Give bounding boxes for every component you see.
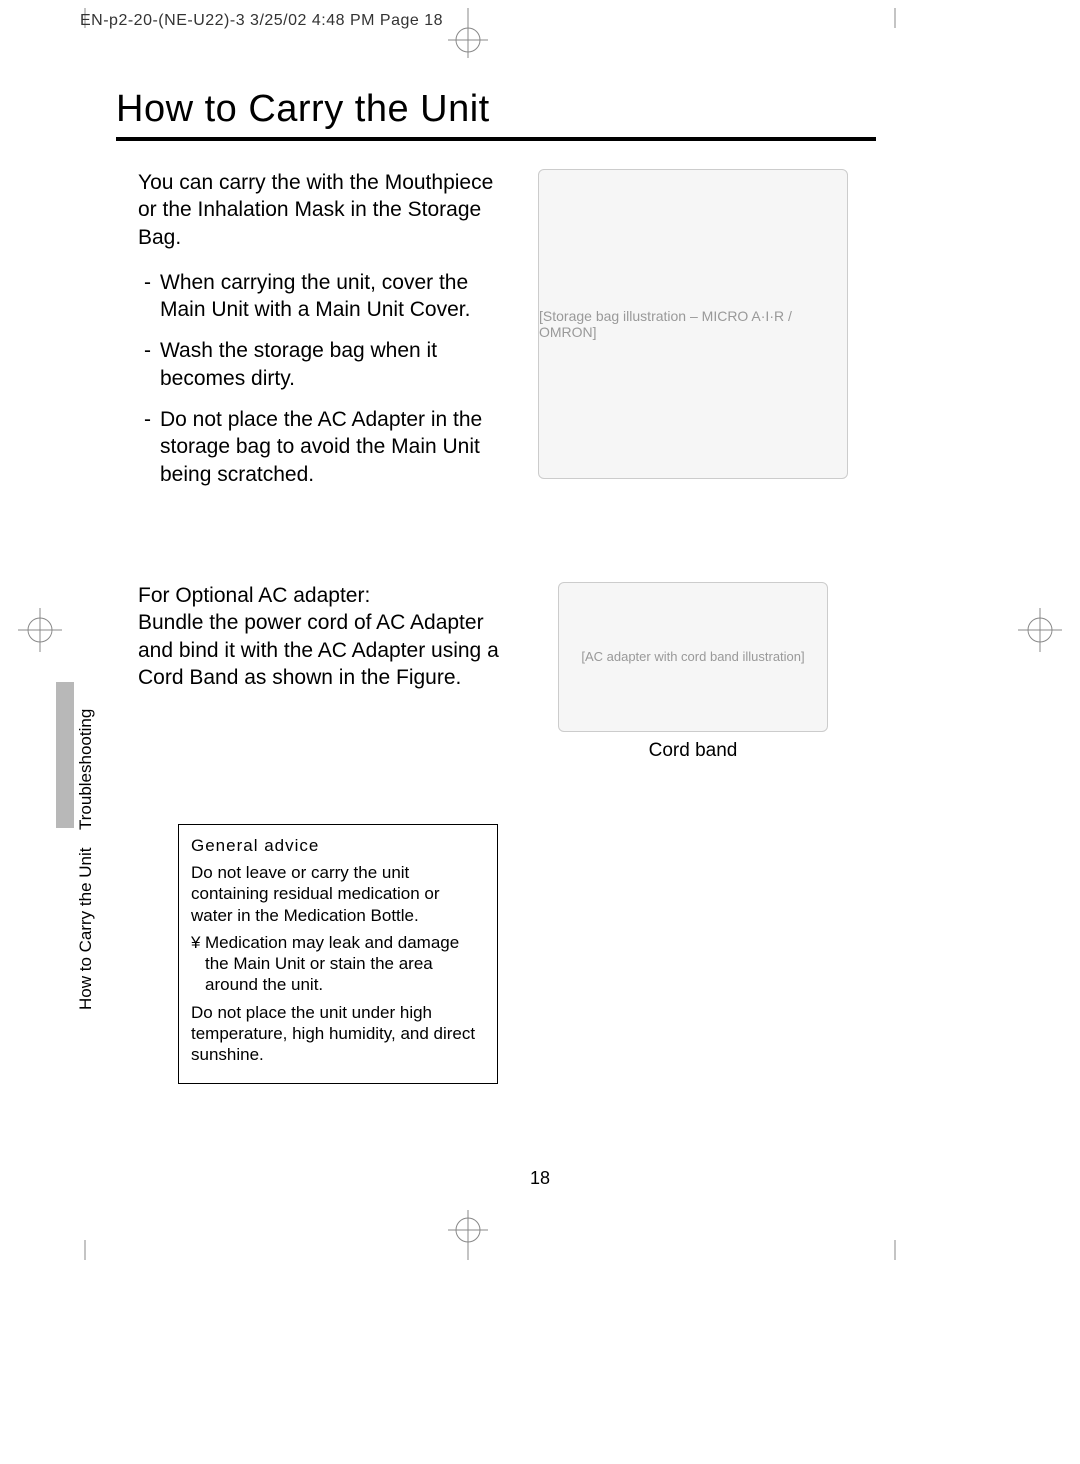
title-rule bbox=[116, 137, 876, 141]
adapter-illustration: [AC adapter with cord band illustration] bbox=[558, 582, 828, 732]
advice-p2: Do not place the unit under high tempera… bbox=[191, 1002, 485, 1066]
side-tabs: Troubleshooting How to Carry the Unit bbox=[76, 680, 100, 1000]
page-title: How to Carry the Unit bbox=[116, 88, 980, 131]
section-storage-bag: You can carry the with the Mouthpiece or… bbox=[138, 169, 878, 502]
bullet-list: When carrying the unit, cover the Main U… bbox=[138, 269, 508, 488]
cord-band-caption: Cord band bbox=[649, 740, 738, 762]
bullet-item: When carrying the unit, cover the Main U… bbox=[148, 269, 508, 324]
advice-title: General advice bbox=[191, 835, 485, 856]
storage-bag-illustration: [Storage bag illustration – MICRO A·I·R … bbox=[538, 169, 848, 479]
intro-paragraph: You can carry the with the Mouthpiece or… bbox=[138, 169, 508, 251]
page-number: 18 bbox=[0, 1168, 1080, 1189]
advice-p1: Do not leave or carry the unit containin… bbox=[191, 862, 485, 926]
bullet-item: Wash the storage bag when it becomes dir… bbox=[148, 337, 508, 392]
storage-image-col: [Storage bag illustration – MICRO A·I·R … bbox=[508, 169, 878, 502]
page-content: How to Carry the Unit You can carry the … bbox=[86, 28, 980, 1228]
tab-how-to-carry: How to Carry the Unit bbox=[76, 840, 96, 1010]
adapter-paragraph: For Optional AC adapter: Bundle the powe… bbox=[138, 582, 508, 691]
bullet-item: Do not place the AC Adapter in the stora… bbox=[148, 406, 508, 488]
adapter-image-col: [AC adapter with cord band illustration]… bbox=[508, 582, 878, 762]
tab-marker-active bbox=[56, 682, 74, 828]
tab-troubleshooting: Troubleshooting bbox=[76, 680, 96, 830]
section-ac-adapter: For Optional AC adapter: Bundle the powe… bbox=[138, 582, 878, 762]
advice-sub: Medication may leak and damage the Main … bbox=[191, 932, 485, 996]
adapter-text: For Optional AC adapter: Bundle the powe… bbox=[138, 582, 508, 762]
storage-text: You can carry the with the Mouthpiece or… bbox=[138, 169, 508, 502]
general-advice-box: General advice Do not leave or carry the… bbox=[178, 824, 498, 1085]
